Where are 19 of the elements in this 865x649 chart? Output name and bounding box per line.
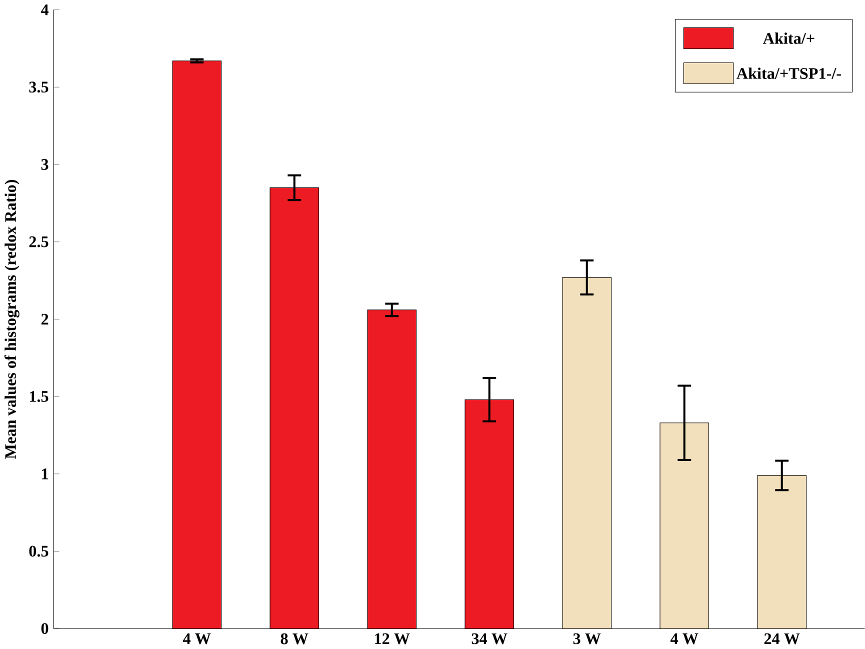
- y-tick-label: 2.5: [29, 236, 48, 248]
- x-tick-label: 24 W: [764, 633, 800, 644]
- y-tick-label: 4: [40, 4, 49, 16]
- y-tick-label: 0.5: [29, 546, 48, 557]
- legend-label: Akita/+: [762, 32, 814, 44]
- x-tick-label: 4 W: [670, 633, 698, 644]
- y-axis-title: Mean values of histograms (redox Ratio): [4, 180, 20, 459]
- x-tick-label: 4 W: [182, 633, 211, 644]
- y-tick-label: 3.5: [29, 82, 48, 93]
- legend-label: Akita/+TSP1-/-: [736, 68, 841, 80]
- y-tick-label: 1.5: [30, 391, 48, 402]
- x-tick-label: 8 W: [280, 633, 308, 644]
- x-tick-label: 34 W: [472, 633, 508, 644]
- y-tick-label: 3: [41, 159, 48, 170]
- y-tick-label: 2: [41, 314, 48, 325]
- x-tick-label: 3 W: [573, 633, 601, 644]
- y-tick-label: 1: [42, 468, 48, 480]
- x-tick-label: 12 W: [375, 633, 410, 644]
- y-tick-label: 0: [41, 623, 48, 634]
